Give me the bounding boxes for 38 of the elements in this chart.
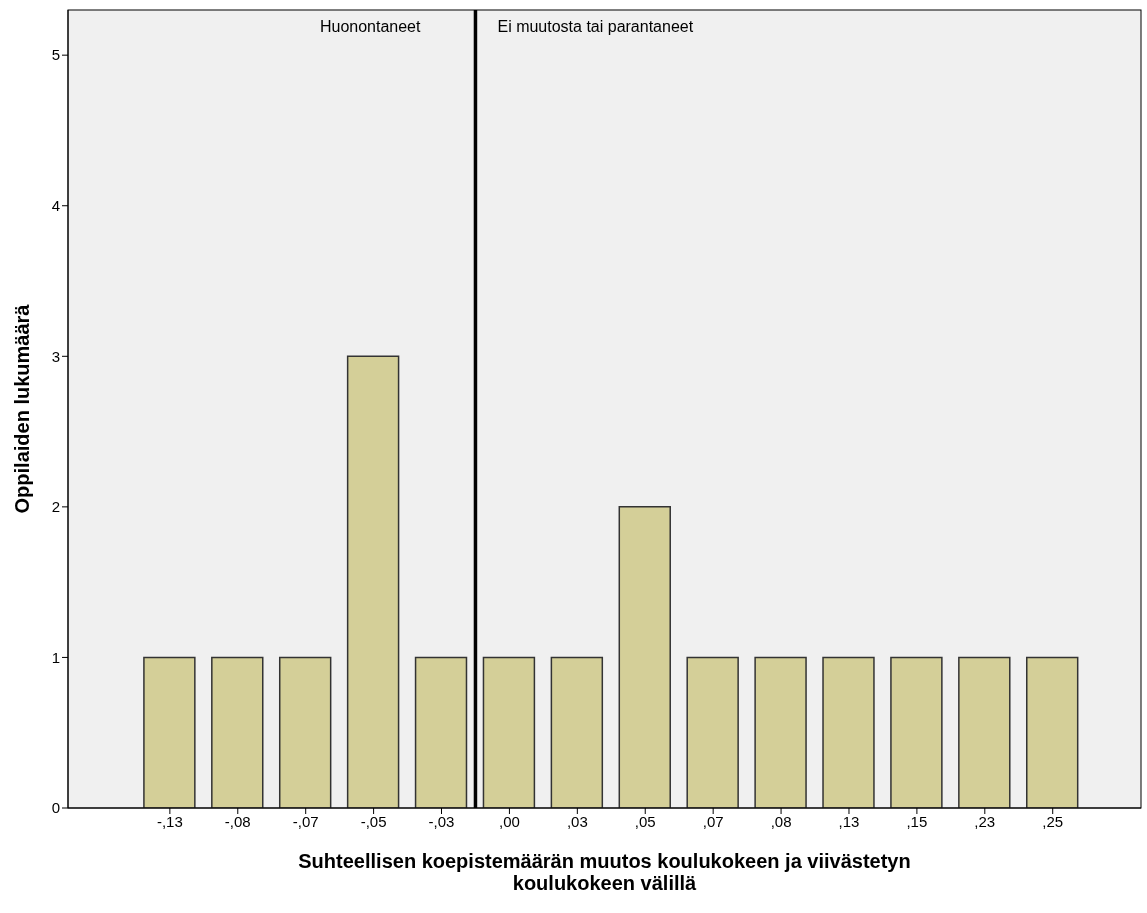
- x-tick-label: ,00: [498, 812, 520, 830]
- y-tick-label: 2: [51, 498, 60, 516]
- y-axis-title: Oppilaiden lukumäärä: [11, 303, 34, 514]
- x-tick-label: ,07: [702, 812, 724, 830]
- y-tick-label: 4: [51, 197, 60, 215]
- bar: [414, 656, 468, 808]
- y-tick-label: 0: [51, 799, 60, 817]
- bar: [278, 656, 332, 808]
- x-tick-label: ,08: [770, 812, 792, 830]
- x-tick-label: ,15: [906, 812, 928, 830]
- y-tick-label: 3: [51, 347, 60, 365]
- x-tick-label: -,07: [292, 812, 319, 830]
- bar: [143, 656, 196, 808]
- y-tick-label: 1: [51, 648, 60, 666]
- bar: [822, 656, 875, 808]
- x-tick-label: -,03: [428, 812, 455, 830]
- bar: [754, 656, 807, 808]
- annotation: Huonontaneet: [319, 18, 422, 35]
- bar: [550, 656, 604, 808]
- bar: [1026, 656, 1079, 808]
- x-tick-label: ,23: [974, 812, 996, 830]
- x-tick-label: ,13: [838, 812, 860, 830]
- x-tick-label: -,13: [156, 812, 183, 830]
- bar: [958, 656, 1011, 808]
- x-tick-label: ,05: [634, 812, 656, 830]
- bar: [211, 656, 264, 808]
- x-tick-label: -,05: [360, 812, 387, 830]
- bar: [890, 656, 943, 808]
- bar: [618, 506, 671, 808]
- y-tick-label: 5: [51, 46, 60, 64]
- x-axis-title: Suhteellisen koepistemäärän muutos koulukokeen ja viivästetyn koulukokeen välillä: [298, 850, 911, 894]
- x-tick-label: ,25: [1042, 812, 1064, 830]
- bar: [346, 355, 400, 808]
- x-tick-label: -,08: [224, 812, 251, 830]
- bar: [686, 656, 739, 808]
- bar: [482, 656, 536, 808]
- x-tick-label: ,03: [566, 812, 588, 830]
- annotation: Ei muutosta tai parantaneet: [497, 18, 694, 35]
